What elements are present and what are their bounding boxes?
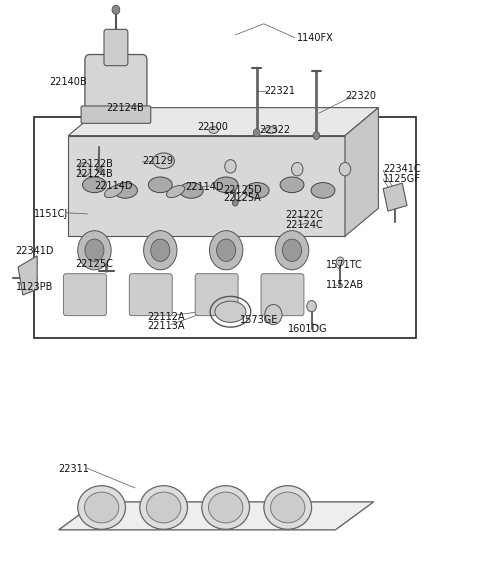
- Text: 22124C: 22124C: [285, 220, 323, 230]
- Text: 22125A: 22125A: [223, 193, 261, 203]
- FancyBboxPatch shape: [85, 55, 147, 116]
- Ellipse shape: [276, 230, 309, 270]
- Ellipse shape: [202, 486, 250, 529]
- FancyBboxPatch shape: [261, 274, 304, 316]
- Circle shape: [313, 132, 320, 139]
- Text: 22322: 22322: [259, 125, 290, 135]
- Ellipse shape: [85, 239, 104, 261]
- Circle shape: [112, 5, 120, 14]
- Text: 1601DG: 1601DG: [288, 324, 327, 333]
- Ellipse shape: [167, 185, 185, 198]
- Ellipse shape: [282, 239, 301, 261]
- Text: 22100: 22100: [197, 122, 228, 132]
- Ellipse shape: [271, 492, 305, 523]
- Text: 1140FX: 1140FX: [297, 33, 334, 43]
- Circle shape: [253, 129, 260, 137]
- Ellipse shape: [209, 126, 218, 133]
- Bar: [34, 117, 416, 338]
- Text: 1151CJ: 1151CJ: [34, 209, 68, 219]
- Text: 22341C: 22341C: [383, 164, 421, 174]
- FancyBboxPatch shape: [129, 274, 172, 316]
- Text: 1123PB: 1123PB: [16, 282, 53, 292]
- FancyBboxPatch shape: [195, 274, 238, 316]
- Text: 22124B: 22124B: [75, 169, 113, 179]
- Ellipse shape: [280, 177, 304, 193]
- Text: 1125GF: 1125GF: [383, 174, 421, 184]
- Text: 22122C: 22122C: [285, 210, 323, 220]
- Ellipse shape: [144, 230, 177, 270]
- FancyBboxPatch shape: [63, 274, 107, 316]
- Ellipse shape: [105, 185, 122, 198]
- Text: 22124B: 22124B: [107, 103, 144, 112]
- Circle shape: [307, 301, 316, 312]
- Polygon shape: [59, 502, 373, 530]
- Ellipse shape: [84, 492, 119, 523]
- FancyBboxPatch shape: [81, 106, 151, 123]
- Text: 1152AB: 1152AB: [326, 280, 364, 291]
- Ellipse shape: [208, 492, 243, 523]
- Circle shape: [291, 162, 303, 176]
- Ellipse shape: [151, 239, 170, 261]
- Ellipse shape: [153, 153, 174, 169]
- Polygon shape: [18, 256, 37, 295]
- Ellipse shape: [245, 183, 269, 198]
- Ellipse shape: [146, 492, 181, 523]
- Polygon shape: [345, 108, 378, 236]
- Text: 22113A: 22113A: [147, 321, 184, 331]
- Circle shape: [96, 166, 102, 173]
- Text: 22129: 22129: [142, 156, 173, 166]
- Circle shape: [336, 257, 344, 266]
- Circle shape: [79, 162, 91, 176]
- Text: 22140B: 22140B: [49, 78, 87, 88]
- Text: 22125D: 22125D: [223, 185, 262, 196]
- Ellipse shape: [78, 230, 111, 270]
- Text: 22321: 22321: [264, 86, 295, 96]
- Ellipse shape: [114, 183, 137, 198]
- Circle shape: [265, 305, 282, 325]
- Text: 22341D: 22341D: [16, 246, 54, 256]
- Ellipse shape: [83, 177, 107, 193]
- Ellipse shape: [214, 177, 238, 193]
- Text: 22311: 22311: [59, 464, 90, 474]
- Circle shape: [339, 162, 351, 176]
- Ellipse shape: [209, 230, 243, 270]
- Text: 22320: 22320: [345, 92, 376, 102]
- Text: 22122B: 22122B: [75, 158, 113, 169]
- Circle shape: [225, 160, 236, 173]
- Ellipse shape: [78, 486, 125, 529]
- Polygon shape: [68, 135, 345, 236]
- Text: 1571TC: 1571TC: [326, 260, 363, 270]
- Text: 22112A: 22112A: [147, 312, 185, 322]
- Ellipse shape: [216, 239, 236, 261]
- Text: 22125C: 22125C: [75, 259, 113, 269]
- Ellipse shape: [140, 486, 188, 529]
- Polygon shape: [383, 183, 407, 211]
- Ellipse shape: [180, 183, 203, 198]
- Text: 22114D: 22114D: [95, 181, 133, 191]
- Ellipse shape: [215, 301, 246, 323]
- Ellipse shape: [265, 126, 277, 133]
- Text: 22114D: 22114D: [185, 182, 224, 192]
- Ellipse shape: [148, 177, 172, 193]
- FancyBboxPatch shape: [104, 29, 128, 66]
- Ellipse shape: [311, 183, 335, 198]
- Polygon shape: [68, 108, 378, 135]
- Ellipse shape: [264, 486, 312, 529]
- Circle shape: [232, 200, 238, 206]
- Text: 1573GE: 1573GE: [240, 315, 278, 325]
